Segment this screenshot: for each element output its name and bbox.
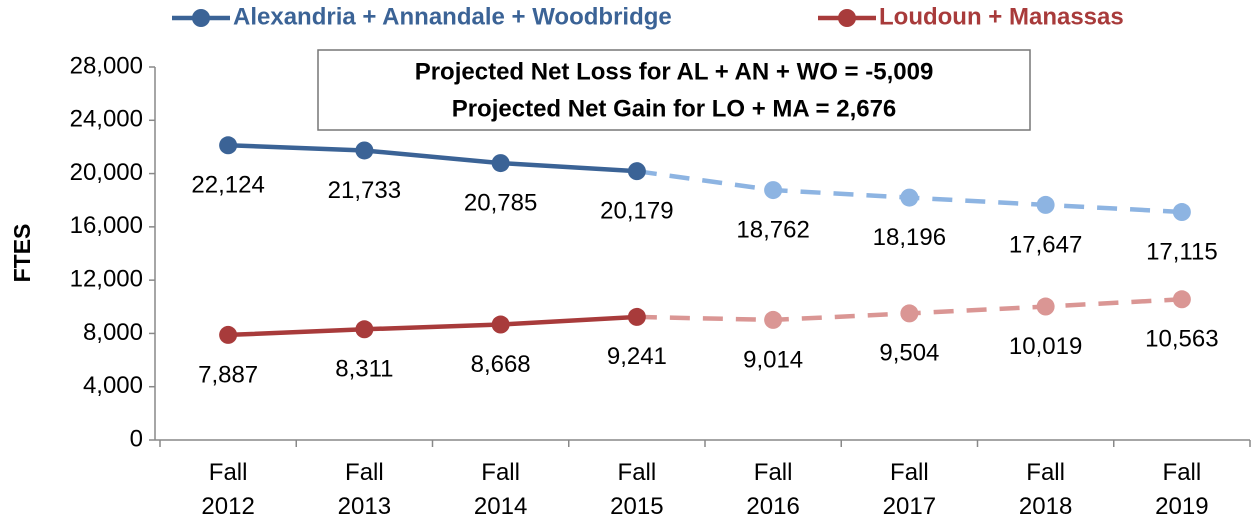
data-label: 8,668: [471, 351, 531, 378]
data-label: 8,311: [335, 356, 393, 383]
y-tick-label: 28,000: [70, 52, 143, 79]
x-tick-label: Fall 2016: [746, 459, 799, 520]
marker: [900, 304, 919, 323]
y-tick-label: 20,000: [70, 159, 143, 186]
data-label: 9,241: [607, 343, 667, 370]
data-label: 20,179: [600, 198, 673, 225]
marker: [627, 307, 646, 326]
y-tick-label: 12,000: [70, 265, 143, 292]
data-label: 10,019: [1009, 333, 1082, 360]
line: [228, 143, 638, 174]
y-tick-label: 16,000: [70, 212, 143, 239]
marker: [764, 310, 783, 329]
data-label: 9,014: [743, 346, 803, 373]
x-tick-label: Fall 2012: [201, 459, 254, 520]
line: [228, 314, 638, 338]
x-tick-label: Fall 2013: [338, 459, 391, 520]
y-tick-label: 0: [130, 425, 143, 452]
data-label: 7,887: [198, 361, 258, 388]
data-label: 22,124: [191, 172, 264, 199]
data-label: 18,196: [873, 224, 946, 251]
data-label: 17,115: [1146, 238, 1218, 265]
y-tick-label: 24,000: [70, 106, 143, 133]
marker: [491, 154, 510, 173]
marker: [355, 141, 374, 160]
data-label: 9,504: [879, 340, 939, 367]
marker: [491, 315, 510, 334]
x-tick-label: Fall 2015: [610, 459, 663, 520]
annotation: Projected Net Loss for AL + AN + WO = -5…: [415, 58, 934, 85]
data-label: 18,762: [736, 216, 809, 243]
annotation-box: [317, 49, 1031, 131]
legend-marker: [838, 9, 856, 27]
marker: [1172, 290, 1191, 309]
y-tick-label: 4,000: [83, 372, 143, 399]
marker: [1172, 203, 1191, 222]
x-tick-label: Fall 2019: [1155, 459, 1208, 520]
y-tick-label: 8,000: [83, 319, 143, 346]
marker: [355, 320, 374, 339]
data-label: 21,733: [328, 177, 401, 204]
marker: [1036, 195, 1055, 214]
annotation: Projected Net Gain for LO + MA = 2,676: [452, 95, 897, 122]
data-label: 10,563: [1145, 326, 1218, 353]
legend-label: Loudoun + Manassas: [879, 3, 1124, 30]
x-tick-label: Fall 2018: [1019, 459, 1072, 520]
legend-label: Alexandria + Annandale + Woodbridge: [233, 3, 672, 30]
marker: [764, 181, 783, 200]
data-label: 20,785: [464, 189, 537, 216]
marker: [219, 325, 238, 344]
x-tick-label: Fall 2014: [474, 459, 527, 520]
y-axis-title: FTES: [9, 224, 35, 283]
x-tick-label: Fall 2017: [883, 459, 936, 520]
marker: [1036, 297, 1055, 316]
marker: [900, 188, 919, 207]
marker: [219, 136, 238, 155]
marker: [627, 162, 646, 181]
legend-marker: [192, 9, 210, 27]
data-label: 17,647: [1009, 231, 1082, 258]
